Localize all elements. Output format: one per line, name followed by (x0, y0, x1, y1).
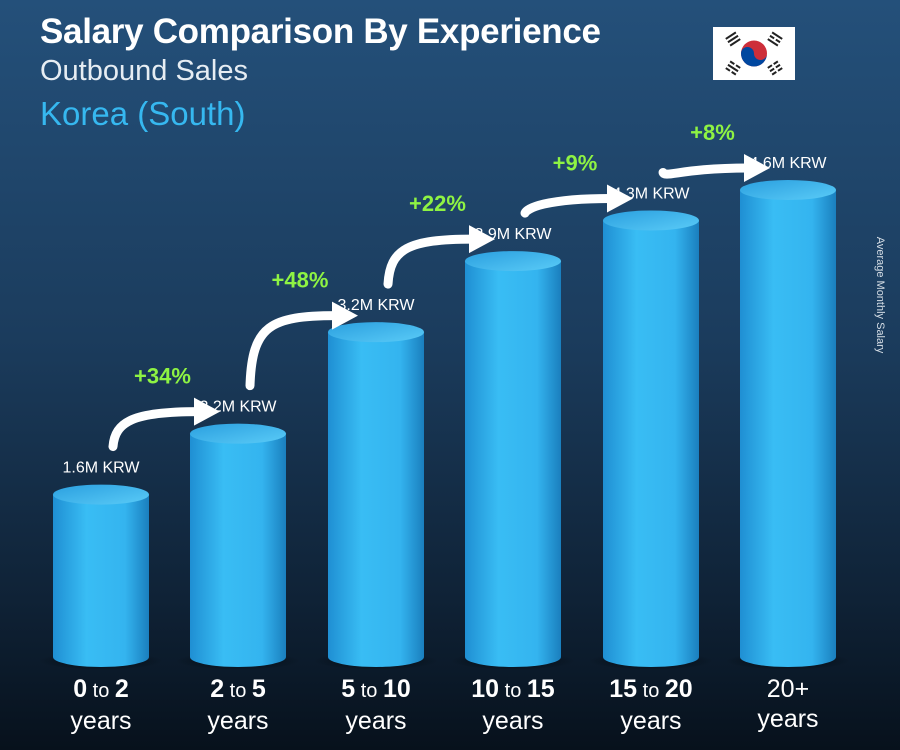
category-from: 5 (341, 675, 356, 703)
bar-body (740, 190, 836, 667)
arrow-head (607, 184, 633, 213)
bar-top (53, 484, 149, 505)
value-label: 3.2M KRW (337, 297, 415, 314)
category-label-2: 5 to 10 years (301, 674, 451, 736)
increase-label: +22% (409, 191, 466, 216)
arrow-head (194, 397, 220, 426)
bar-top (603, 210, 699, 231)
bar-top (740, 180, 836, 200)
category-to: to (637, 680, 665, 702)
increase-label: +48% (272, 268, 329, 293)
value-label: 3.9M KRW (474, 226, 552, 243)
bar-body (465, 261, 561, 667)
bar-5 (726, 180, 850, 670)
location-label: Korea (South) (40, 95, 246, 132)
category-from: 10 (471, 675, 500, 703)
category-unit: years (207, 707, 269, 735)
category-from: 15 (609, 675, 638, 703)
category-to: to (499, 680, 527, 702)
bar-body (328, 332, 424, 667)
category-until: 5 (251, 675, 266, 703)
increase-arrow-4: +8% (658, 120, 770, 182)
bar-1 (176, 423, 300, 670)
bar-0 (39, 484, 163, 670)
increase-arrow-2: +22% (383, 191, 495, 289)
category-to: to (224, 680, 252, 702)
category-unit: years (620, 707, 682, 735)
bar-top (190, 423, 286, 444)
arrow-head (469, 225, 495, 254)
bar-3 (451, 251, 575, 670)
bar-top (328, 322, 424, 343)
arrow-curve (383, 234, 478, 289)
arrow-head (332, 301, 358, 330)
bar-2 (314, 322, 438, 670)
bar-4 (589, 210, 713, 670)
arrow-curve (520, 193, 616, 218)
value-label: 2.2M KRW (199, 399, 277, 416)
increase-label: +34% (134, 364, 191, 389)
bar-body (603, 220, 699, 667)
arrow-head (744, 154, 770, 182)
category-to: to (87, 680, 115, 702)
category-label-1: 2 to 5 years (163, 674, 313, 736)
bar-top (465, 251, 561, 272)
value-label: 1.6M KRW (62, 460, 140, 477)
category-until: 15 (526, 675, 555, 703)
category-from: 0 (73, 675, 88, 703)
chart-subtitle: Outbound Sales (40, 55, 248, 87)
category-until: 20 (664, 675, 693, 703)
chart-title: Salary Comparison By Experience (40, 12, 601, 51)
increase-arrow-1: +48% (245, 268, 358, 391)
arrow-curve (108, 407, 203, 452)
increase-arrow-3: +9% (520, 150, 633, 218)
value-label: 4.3M KRW (612, 185, 690, 202)
category-from: 20+ (766, 675, 810, 703)
increase-label: +8% (690, 120, 735, 145)
category-label-4: 15 to 20 years (576, 674, 726, 736)
value-label: 4.6M KRW (749, 155, 827, 172)
category-to: to (355, 680, 383, 702)
category-unit: years (757, 705, 819, 733)
category-until: 2 (114, 675, 129, 703)
south-korea-flag-icon (713, 27, 795, 80)
increase-arrow-0: +34% (108, 364, 220, 452)
category-unit: years (482, 707, 544, 735)
category-label-0: 0 to 2 years (26, 674, 176, 736)
bar-body (53, 494, 149, 667)
arrow-curve (658, 163, 753, 179)
bar-body (190, 433, 286, 667)
category-label-3: 10 to 15 years (438, 674, 588, 736)
category-unit: years (345, 707, 407, 735)
category-label-5: 20+ years (713, 674, 863, 734)
category-until: 10 (382, 675, 411, 703)
category-from: 2 (210, 675, 225, 703)
increase-label: +9% (553, 150, 598, 175)
arrow-curve (245, 311, 341, 391)
category-unit: years (70, 707, 132, 735)
